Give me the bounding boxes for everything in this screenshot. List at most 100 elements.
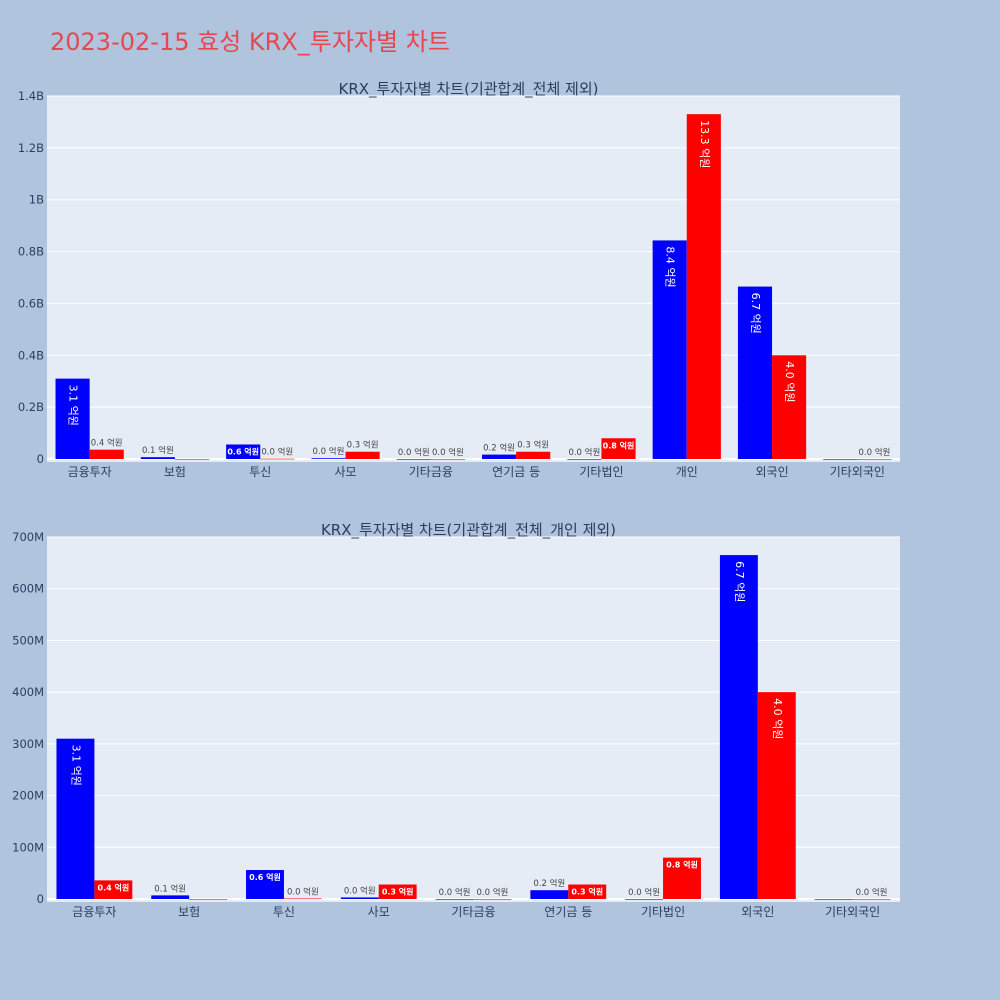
y-tick-label: 1.4B — [18, 89, 44, 103]
bar-value-label: 3.1 억원 — [67, 385, 80, 426]
bar — [94, 880, 133, 899]
bar — [226, 444, 261, 459]
x-tick-label: 연기금 등 — [492, 465, 540, 479]
x-tick-label: 보험 — [178, 905, 200, 919]
y-tick-label: 0.2B — [18, 400, 44, 414]
bar — [140, 457, 175, 459]
bar — [378, 884, 417, 899]
bar-value-label: 0.2 억원 — [533, 878, 565, 889]
y-tick-label: 100M — [12, 840, 44, 854]
bar-value-label: 0.3 억원 — [571, 887, 603, 897]
x-tick-label: 금융투자 — [72, 905, 116, 919]
y-tick-label: 0 — [37, 892, 44, 906]
bar — [89, 449, 124, 459]
bar — [482, 454, 517, 459]
bar-value-label: 0.0 억원 — [477, 887, 509, 898]
bar — [340, 897, 379, 899]
chart-title: KRX_투자자별 차트(기관합계_전체 제외) — [339, 80, 599, 99]
bar-value-label: 0.0 억원 — [856, 887, 888, 898]
chart-title: KRX_투자자별 차트(기관합계_전체_개인 제외) — [321, 521, 616, 540]
bar-value-label: 0.0 억원 — [398, 447, 430, 458]
bar-value-label: 3.1 억원 — [69, 745, 82, 786]
y-tick-label: 400M — [12, 685, 44, 699]
bar-value-label: 0.3 억원 — [517, 440, 549, 451]
y-tick-label: 500M — [12, 633, 44, 647]
page-title: 2023-02-15 효성 KRX_투자자별 차트 — [50, 28, 450, 56]
bar-value-label: 6.7 억원 — [749, 293, 762, 334]
x-tick-label: 보험 — [164, 465, 186, 479]
chart-2: KRX_투자자별 차트(기관합계_전체_개인 제외) 0 100M 200M 300M 4… — [12, 521, 900, 919]
bar — [663, 857, 701, 899]
y-tick-label: 0.6B — [18, 296, 44, 310]
x-tick-label: 투신 — [249, 465, 271, 479]
bar — [260, 458, 295, 460]
bar-value-label: 0.0 억원 — [313, 446, 345, 457]
y-tick-label: 1.2B — [18, 141, 44, 155]
bar — [396, 459, 431, 460]
bar — [568, 884, 607, 899]
y-tick-label: 0 — [37, 452, 44, 466]
x-tick-label: 기타외국인 — [825, 905, 880, 919]
bar-value-label: 0.4 억원 — [98, 882, 130, 892]
bar — [430, 459, 465, 460]
x-tick-label: 기타법인 — [641, 905, 685, 919]
bar-value-label: 0.0 억원 — [344, 885, 376, 896]
bar-value-label: 0.0 억원 — [439, 887, 471, 898]
x-tick-label: 기타금융 — [451, 905, 495, 919]
bar-value-label: 6.7 억원 — [733, 561, 746, 602]
bar — [435, 899, 474, 900]
bar — [473, 899, 512, 900]
x-tick-label: 외국인 — [755, 465, 788, 479]
y-tick-label: 200M — [12, 789, 44, 803]
bar — [56, 738, 95, 899]
bar — [567, 459, 602, 460]
bar — [823, 459, 858, 460]
x-tick-label: 외국인 — [741, 905, 774, 919]
bar — [283, 898, 322, 900]
bar-value-label: 0.1 억원 — [154, 883, 186, 894]
bar — [516, 451, 551, 459]
bar — [601, 438, 636, 459]
x-tick-label: 기타금융 — [409, 465, 453, 479]
bar-value-label: 0.8 억원 — [603, 440, 635, 450]
bar-value-label: 0.0 억원 — [858, 447, 890, 458]
x-tick-label: 사모 — [368, 905, 390, 919]
y-tick-label: 700M — [12, 530, 44, 544]
bar-value-label: 13.3 억원 — [698, 120, 711, 168]
bar-value-label: 0.6 억원 — [249, 872, 281, 882]
bar-value-label: 0.6 억원 — [227, 446, 259, 456]
bar — [814, 899, 853, 900]
x-tick-label: 기타법인 — [579, 465, 623, 479]
y-tick-label: 0.8B — [18, 245, 44, 259]
bar — [737, 286, 773, 459]
bar-value-label: 0.0 억원 — [261, 447, 293, 458]
bar-value-label: 0.8 억원 — [666, 860, 698, 870]
y-tick-label: 0.4B — [18, 348, 44, 362]
bar — [189, 899, 228, 900]
bar — [772, 355, 807, 459]
bar-value-label: 0.2 억원 — [483, 443, 515, 454]
chart-1: KRX_투자자별 차트(기관합계_전체 제외) 0 0.2B 0.4B 0.6B 0.8B… — [18, 80, 900, 479]
x-tick-label: 투신 — [273, 905, 295, 919]
bar-value-label: 4.0 억원 — [771, 698, 784, 739]
bar-value-label: 0.0 억원 — [568, 447, 600, 458]
bar — [757, 692, 796, 899]
bar — [345, 451, 380, 459]
bar — [246, 870, 284, 899]
bar-value-label: 0.1 억원 — [142, 445, 174, 456]
bar — [311, 458, 346, 459]
bar-value-label: 0.0 억원 — [432, 447, 464, 458]
y-tick-label: 1B — [29, 193, 44, 207]
bar — [625, 899, 664, 900]
bar-value-label: 0.3 억원 — [382, 887, 414, 897]
bar — [151, 895, 190, 899]
bar-value-label: 0.3 억원 — [347, 440, 379, 451]
bar — [719, 555, 758, 899]
bar — [55, 378, 90, 459]
bar-value-label: 0.4 억원 — [91, 438, 123, 449]
bar-value-label: 4.0 억원 — [783, 361, 796, 402]
bar — [686, 114, 721, 460]
bar-value-label: 0.0 억원 — [287, 886, 319, 897]
y-tick-label: 600M — [12, 582, 44, 596]
bar-value-label: 8.4 억원 — [664, 246, 677, 287]
